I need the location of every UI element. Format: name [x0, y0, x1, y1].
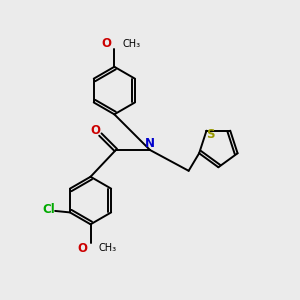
Text: CH₃: CH₃: [99, 243, 117, 253]
Text: S: S: [206, 128, 214, 141]
Text: O: O: [77, 242, 87, 255]
Text: O: O: [101, 37, 111, 50]
Text: CH₃: CH₃: [123, 39, 141, 49]
Text: Cl: Cl: [43, 203, 56, 216]
Text: N: N: [145, 137, 155, 150]
Text: O: O: [90, 124, 100, 137]
